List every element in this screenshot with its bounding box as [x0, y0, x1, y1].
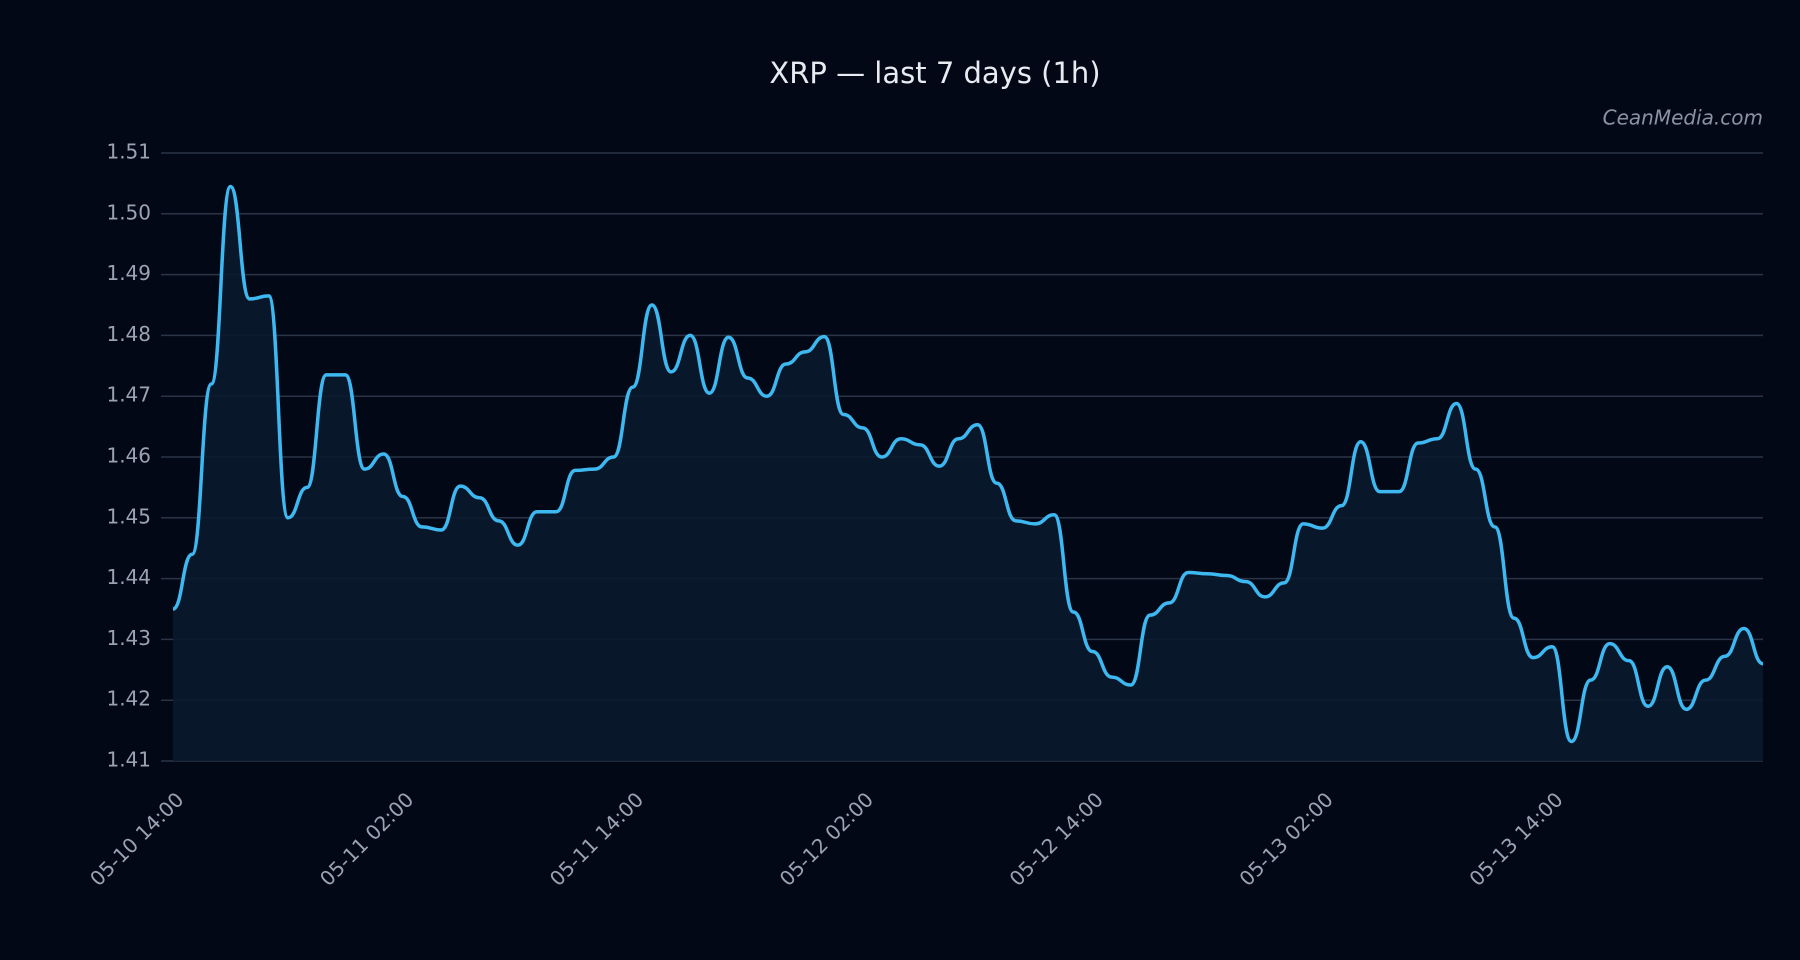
y-tick-label: 1.44 [106, 565, 151, 589]
y-tick-label: 1.42 [106, 687, 151, 711]
area [173, 186, 1763, 761]
line [172, 184, 1764, 744]
y-tick-label: 1.49 [106, 261, 151, 285]
x-tick-label: 05-13 02:00 [1235, 787, 1338, 890]
y-tick-label: 1.45 [106, 504, 151, 528]
y-tick-label: 1.50 [106, 200, 151, 224]
y-tick-label: 1.41 [106, 748, 151, 772]
y-tick-label: 1.51 [106, 140, 151, 164]
y-tick-label: 1.47 [106, 383, 151, 407]
x-tick-label: 05-11 14:00 [545, 787, 648, 890]
y-tick-label: 1.43 [106, 626, 151, 650]
y-tick-label: 1.46 [106, 444, 151, 468]
x-tick-label: 05-11 02:00 [315, 787, 418, 890]
x-tick-label: 05-12 14:00 [1005, 787, 1108, 890]
x-tick-label: 05-12 02:00 [775, 787, 878, 890]
y-tick-label: 1.48 [106, 322, 151, 346]
x-tick-label: 05-13 14:00 [1464, 787, 1567, 890]
watermark: CeanMedia.com [1603, 106, 1763, 130]
chart-title: XRP — last 7 days (1h) [769, 56, 1100, 90]
x-tick-label: 05-10 14:00 [85, 787, 188, 890]
